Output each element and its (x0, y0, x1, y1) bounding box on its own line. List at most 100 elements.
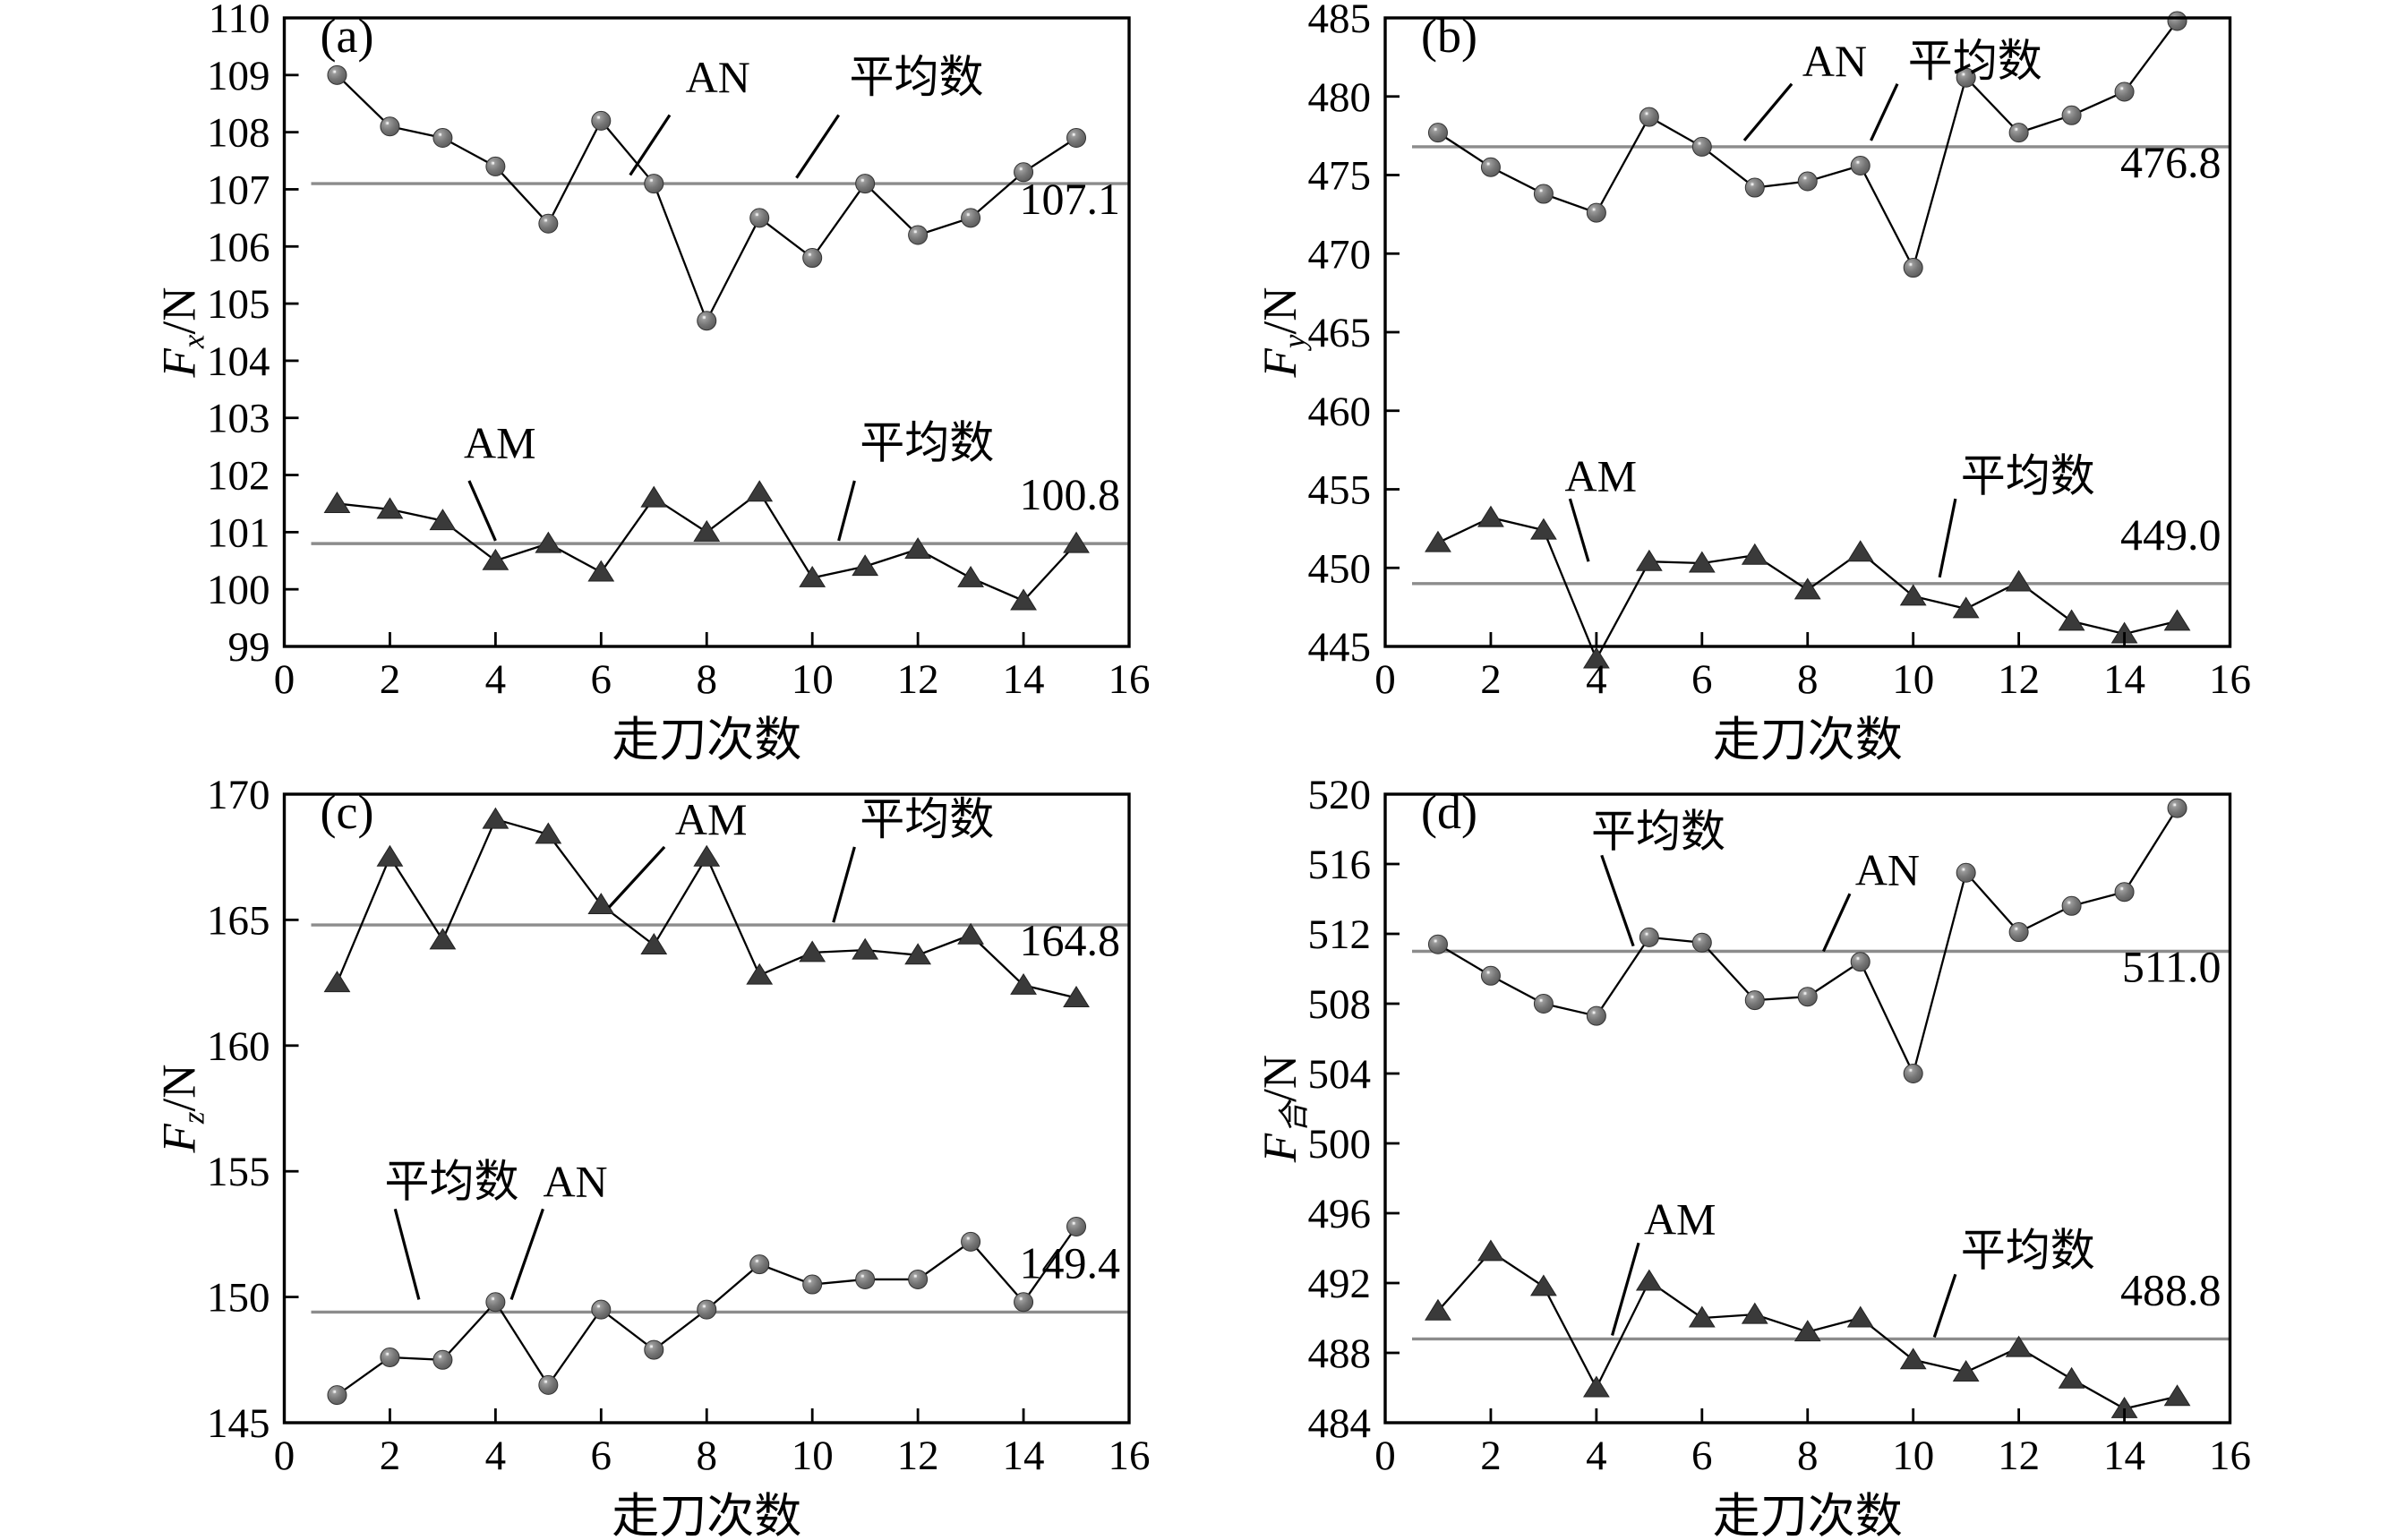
svg-text:460: 460 (1308, 389, 1372, 435)
svg-text:0: 0 (274, 1433, 295, 1479)
svg-text:走刀次数: 走刀次数 (612, 714, 801, 766)
svg-text:Fx/N: Fx/N (154, 287, 211, 379)
svg-text:106: 106 (207, 224, 270, 270)
svg-text:488: 488 (1308, 1330, 1372, 1377)
svg-text:平均数: 平均数 (849, 52, 983, 102)
svg-text:16: 16 (2209, 656, 2251, 703)
svg-text:12: 12 (897, 656, 939, 703)
svg-text:0: 0 (274, 656, 295, 703)
svg-text:109: 109 (207, 53, 270, 99)
svg-text:508: 508 (1308, 981, 1372, 1028)
svg-text:8: 8 (697, 656, 718, 703)
svg-text:平均数: 平均数 (1908, 36, 2042, 86)
svg-text:走刀次数: 走刀次数 (1713, 1491, 1903, 1540)
svg-text:平均数: 平均数 (385, 1156, 519, 1206)
svg-text:500: 500 (1308, 1121, 1372, 1168)
svg-text:516: 516 (1308, 842, 1372, 888)
svg-text:107: 107 (207, 167, 270, 213)
svg-text:8: 8 (1797, 656, 1819, 703)
svg-text:12: 12 (897, 1433, 939, 1479)
svg-text:6: 6 (591, 656, 612, 703)
svg-text:AM: AM (675, 794, 748, 844)
svg-text:164.8: 164.8 (1020, 915, 1121, 965)
svg-text:455: 455 (1308, 467, 1372, 514)
svg-text:450: 450 (1308, 545, 1372, 592)
svg-text:155: 155 (207, 1149, 270, 1195)
svg-text:AN: AN (1802, 36, 1867, 86)
svg-text:445: 445 (1308, 624, 1372, 671)
svg-text:6: 6 (1691, 1433, 1713, 1479)
svg-text:475: 475 (1308, 153, 1372, 200)
svg-text:170: 170 (207, 772, 270, 818)
svg-text:484: 484 (1308, 1400, 1372, 1447)
svg-text:102: 102 (207, 453, 270, 500)
svg-text:108: 108 (207, 110, 270, 157)
svg-text:101: 101 (207, 509, 270, 556)
svg-text:4: 4 (1586, 1433, 1607, 1479)
svg-text:470: 470 (1308, 231, 1372, 278)
svg-text:(c): (c) (321, 785, 374, 839)
svg-text:150: 150 (207, 1275, 270, 1322)
svg-text:504: 504 (1308, 1051, 1372, 1098)
svg-text:(b): (b) (1421, 9, 1477, 63)
svg-text:AM: AM (1564, 450, 1637, 500)
svg-text:平均数: 平均数 (860, 794, 994, 844)
svg-text:99: 99 (228, 624, 270, 671)
svg-text:14: 14 (2103, 1433, 2145, 1479)
svg-text:0: 0 (1374, 1433, 1396, 1479)
svg-text:0: 0 (1374, 656, 1396, 703)
svg-text:(a): (a) (321, 9, 374, 63)
svg-text:104: 104 (207, 338, 270, 385)
svg-text:520: 520 (1308, 772, 1372, 818)
svg-text:492: 492 (1308, 1261, 1372, 1307)
svg-text:16: 16 (1109, 656, 1151, 703)
svg-text:AN: AN (543, 1156, 607, 1206)
svg-text:105: 105 (207, 281, 270, 328)
svg-text:100: 100 (207, 567, 270, 613)
svg-text:496: 496 (1308, 1191, 1372, 1237)
svg-text:488.8: 488.8 (2120, 1264, 2222, 1314)
svg-text:走刀次数: 走刀次数 (1713, 714, 1903, 766)
svg-text:8: 8 (1797, 1433, 1819, 1479)
svg-text:14: 14 (1003, 656, 1045, 703)
svg-text:2: 2 (1480, 1433, 1502, 1479)
svg-text:110: 110 (209, 0, 270, 42)
svg-text:10: 10 (1892, 1433, 1934, 1479)
svg-text:14: 14 (1003, 1433, 1045, 1479)
svg-text:14: 14 (2103, 656, 2145, 703)
svg-text:512: 512 (1308, 911, 1372, 958)
svg-text:(d): (d) (1421, 785, 1477, 839)
svg-text:511.0: 511.0 (2122, 942, 2222, 992)
svg-text:160: 160 (207, 1023, 270, 1070)
svg-text:465: 465 (1308, 310, 1372, 356)
svg-text:Fz/N: Fz/N (154, 1065, 211, 1154)
svg-text:149.4: 149.4 (1020, 1237, 1121, 1288)
svg-text:6: 6 (1691, 656, 1713, 703)
svg-text:平均数: 平均数 (1591, 807, 1725, 857)
svg-text:485: 485 (1308, 0, 1372, 42)
svg-text:449.0: 449.0 (2120, 509, 2222, 560)
svg-text:476.8: 476.8 (2120, 137, 2222, 187)
svg-text:2: 2 (380, 1433, 401, 1479)
svg-text:10: 10 (792, 656, 834, 703)
svg-text:12: 12 (1998, 656, 2040, 703)
svg-text:4: 4 (485, 656, 507, 703)
svg-text:165: 165 (207, 897, 270, 944)
svg-text:107.1: 107.1 (1020, 174, 1121, 224)
svg-text:4: 4 (1586, 656, 1607, 703)
svg-text:16: 16 (1109, 1433, 1151, 1479)
svg-text:8: 8 (697, 1433, 718, 1479)
svg-text:16: 16 (2209, 1433, 2251, 1479)
svg-text:AM: AM (464, 417, 536, 467)
svg-text:10: 10 (792, 1433, 834, 1479)
svg-text:6: 6 (591, 1433, 612, 1479)
svg-text:4: 4 (485, 1433, 507, 1479)
svg-text:AN: AN (1855, 844, 1920, 894)
svg-text:100.8: 100.8 (1020, 469, 1121, 519)
svg-text:2: 2 (380, 656, 401, 703)
svg-text:走刀次数: 走刀次数 (612, 1491, 801, 1540)
svg-text:平均数: 平均数 (1961, 450, 2095, 500)
svg-text:12: 12 (1998, 1433, 2040, 1479)
svg-text:平均数: 平均数 (860, 417, 994, 467)
svg-text:AN: AN (686, 52, 750, 102)
